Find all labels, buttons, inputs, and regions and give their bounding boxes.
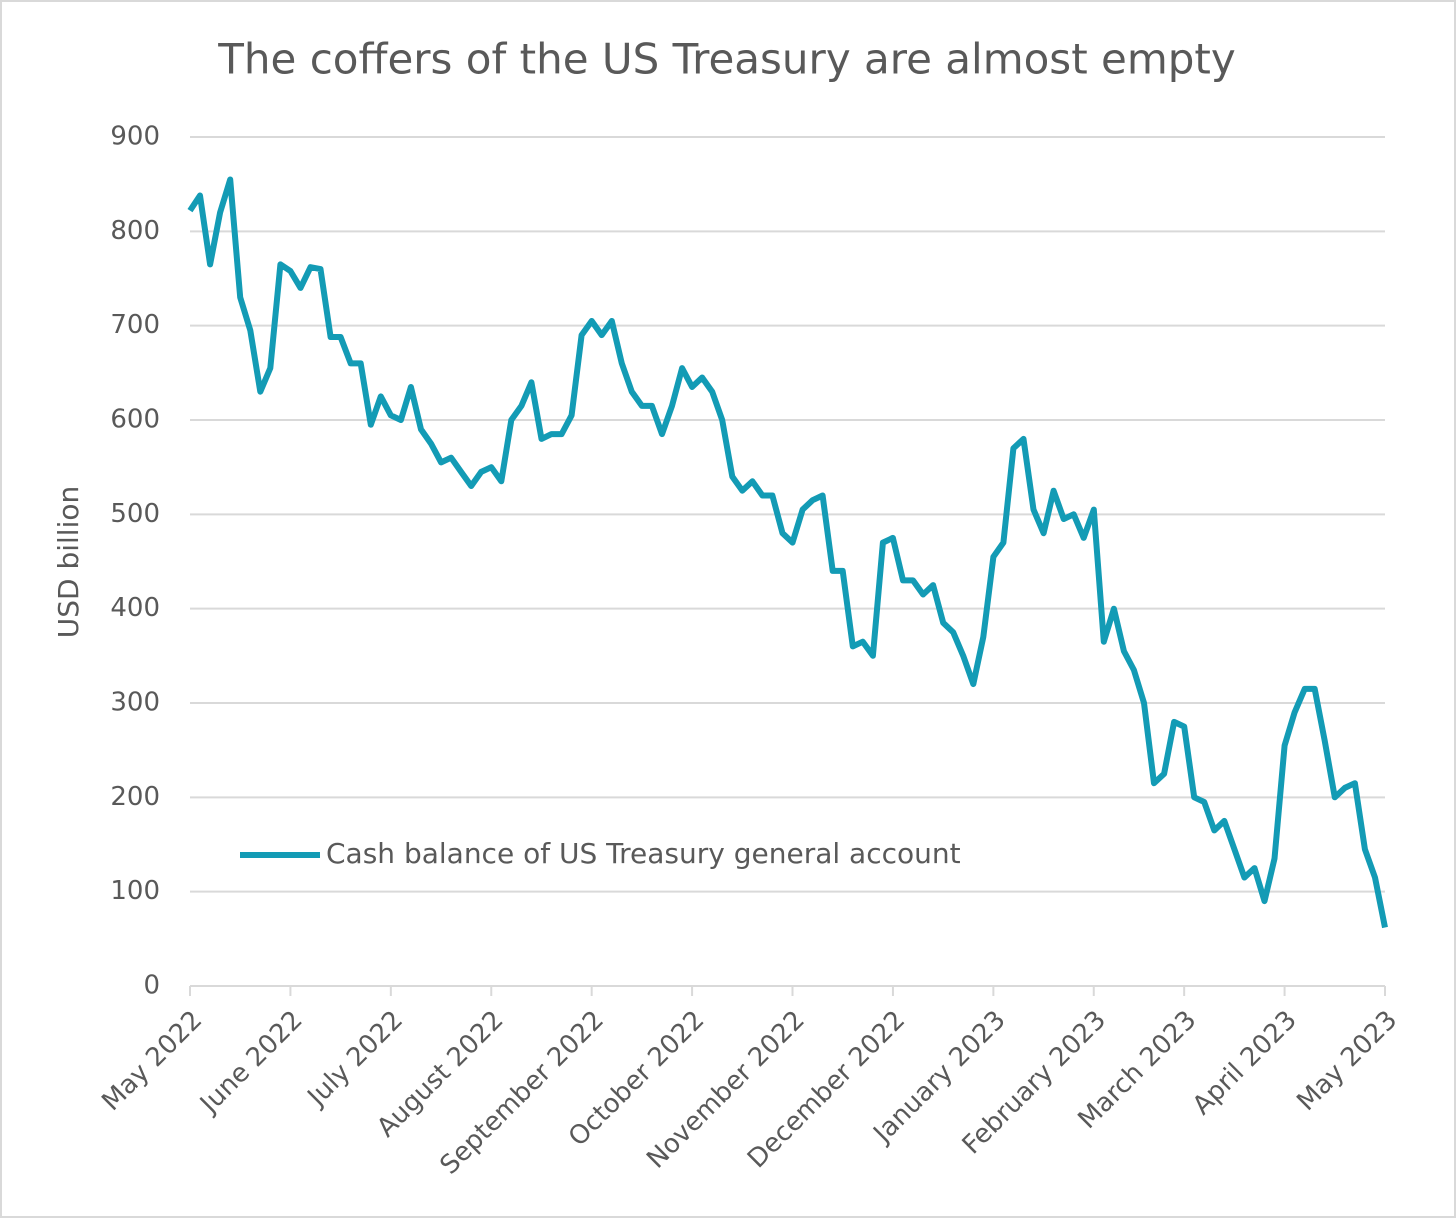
y-tick-label: 200 [110,782,160,812]
y-tick-label: 300 [110,688,160,718]
y-tick-label: 0 [143,971,160,1001]
y-tick-label: 700 [110,310,160,340]
y-axis-label: USD billion [52,486,85,639]
y-tick-label: 100 [110,876,160,906]
line [187,176,1388,929]
y-tick-label: 900 [110,122,160,152]
y-tick-label: 400 [110,593,160,623]
y-tick-label: 500 [110,499,160,529]
y-tick-label: 800 [110,216,160,246]
chart-title: The coffers of the US Treasury are almos… [217,35,1236,84]
y-tick-label: 600 [110,405,160,435]
legend-label: Cash balance of US Treasury general acco… [326,837,961,870]
